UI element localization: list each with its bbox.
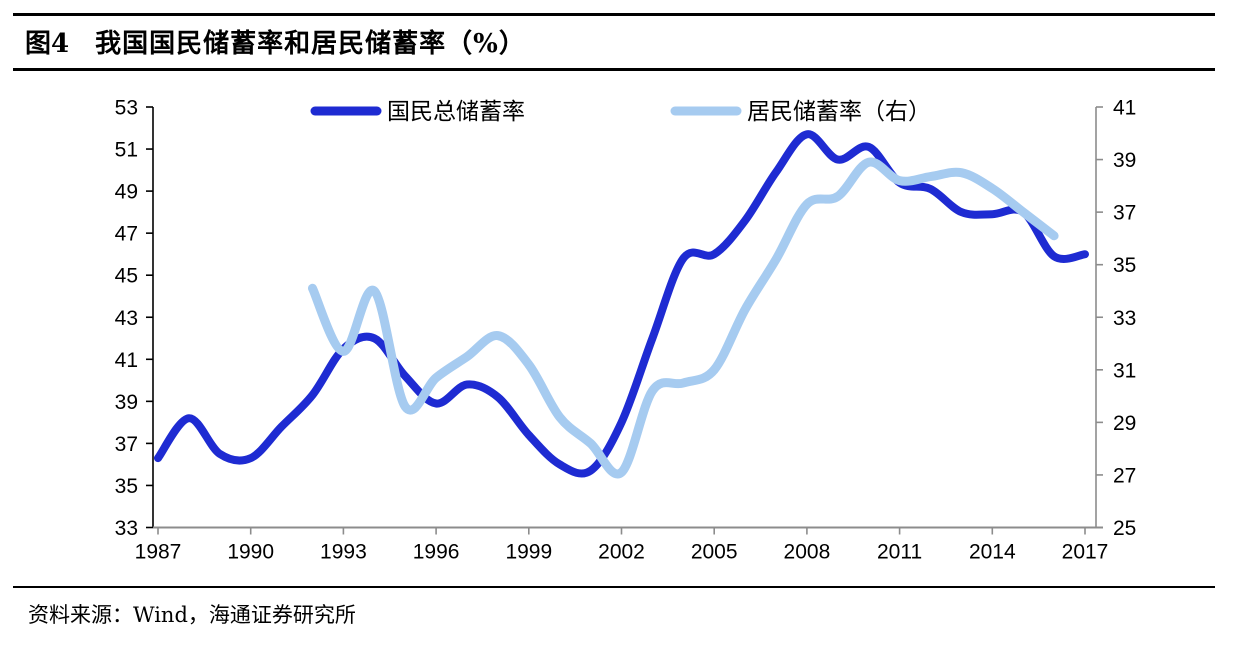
footer-rule <box>13 586 1215 588</box>
left-axis-label: 49 <box>115 181 138 204</box>
x-axis-label: 2002 <box>598 541 645 564</box>
figure-title-text: 我国国民储蓄率和居民储蓄率（%） <box>95 29 526 59</box>
left-axis-label: 35 <box>115 475 138 498</box>
left-axis-label: 39 <box>115 391 138 414</box>
left-axis-label: 47 <box>115 223 138 246</box>
right-axis-label: 39 <box>1113 149 1136 172</box>
left-axis-label: 51 <box>115 139 138 162</box>
left-axis-label: 41 <box>115 349 138 372</box>
left-axis-label: 45 <box>115 265 138 288</box>
right-axis-label: 35 <box>1113 254 1136 277</box>
x-axis-label: 1987 <box>135 541 182 564</box>
right-axis-label: 41 <box>1113 97 1136 120</box>
x-axis-label: 2008 <box>784 541 831 564</box>
legend-label-national: 国民总储蓄率 <box>387 99 525 125</box>
right-axis-label: 25 <box>1113 517 1136 540</box>
left-axis-label: 43 <box>115 307 138 330</box>
right-axis-label: 31 <box>1113 359 1136 382</box>
legend-label-household: 居民储蓄率（右） <box>747 99 931 125</box>
x-axis-label: 2005 <box>691 541 738 564</box>
left-axis-label: 53 <box>115 97 138 120</box>
left-axis-label: 37 <box>115 433 138 456</box>
right-axis-label: 33 <box>1113 307 1136 330</box>
x-axis-label: 1996 <box>413 541 460 564</box>
x-axis-label: 1999 <box>505 541 552 564</box>
right-axis-label: 37 <box>1113 202 1136 225</box>
series-line-household <box>308 157 1059 479</box>
figure-number: 图4 <box>25 29 70 59</box>
right-axis-label: 29 <box>1113 412 1136 435</box>
figure-title: 图4 我国国民储蓄率和居民储蓄率（%） <box>25 24 1215 64</box>
left-axis-label: 33 <box>115 517 138 540</box>
source-note: 资料来源：Wind，海通证券研究所 <box>28 603 356 627</box>
title-underline-rule <box>13 68 1215 71</box>
series-line-national <box>154 130 1089 478</box>
x-axis-label: 1993 <box>320 541 367 564</box>
x-axis-label: 2017 <box>1062 541 1109 564</box>
x-axis-label: 2014 <box>969 541 1016 564</box>
x-axis-label: 1990 <box>227 541 274 564</box>
right-axis-label: 27 <box>1113 464 1136 487</box>
x-axis-label: 2011 <box>877 541 922 564</box>
top-rule <box>13 13 1215 16</box>
